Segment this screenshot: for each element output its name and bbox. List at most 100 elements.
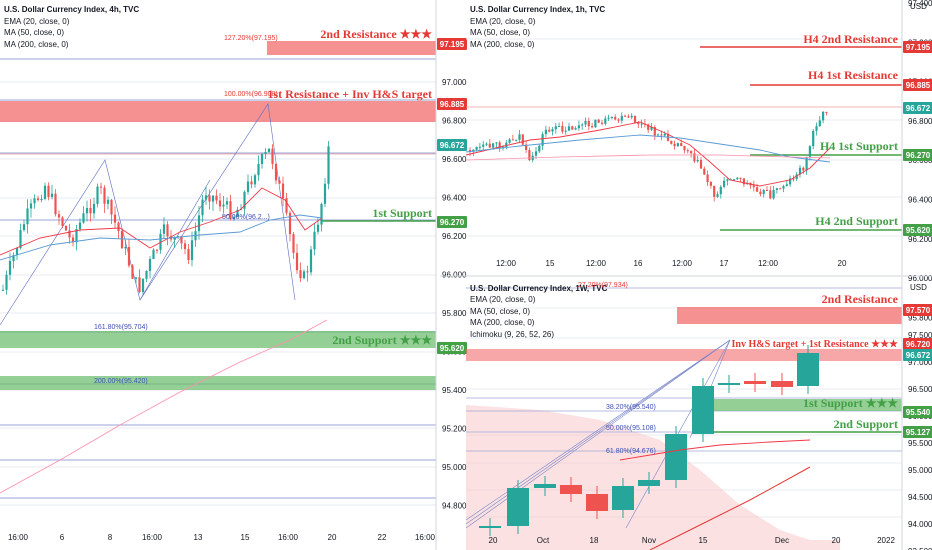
ind-1h-0: EMA (20, close, 0) <box>470 17 536 26</box>
y-tick-label: 94.000 <box>908 520 932 529</box>
candle-body <box>475 146 478 150</box>
x-tick-label: 17 <box>720 259 729 268</box>
candle-body <box>288 212 292 235</box>
candle-body <box>40 198 43 200</box>
candle-body <box>106 199 110 204</box>
candle-body <box>75 229 78 243</box>
candle-body <box>600 122 604 124</box>
candle-body <box>479 526 501 528</box>
y-tick-label: 96.000 <box>442 271 467 280</box>
ind-4h-2: MA (200, close, 0) <box>4 40 69 49</box>
candle-body <box>488 143 491 148</box>
candle-body <box>726 179 729 181</box>
grid-1h <box>466 38 902 237</box>
candle-body <box>29 203 33 209</box>
candle-body <box>769 190 772 199</box>
candle-body <box>736 177 739 180</box>
candle-body <box>802 167 805 171</box>
candle-body <box>320 203 323 225</box>
ind-1w-3: Ichimoku (9, 26, 52, 26) <box>470 330 554 339</box>
y-tick-label: 94.500 <box>908 493 932 502</box>
candle-body <box>285 198 288 213</box>
candle-body <box>511 139 514 141</box>
y-tick-label: 96.400 <box>908 196 932 205</box>
price-label: 95.127 <box>906 428 931 437</box>
x-tick-label: 22 <box>378 533 387 542</box>
annotation-1h-3: H4 2nd Support <box>815 214 898 228</box>
annotation-1w-2: 1st Support ★★★ <box>803 396 898 410</box>
x-tick-label: 20 <box>832 536 841 545</box>
candle-body <box>89 207 92 214</box>
price-label: 96.672 <box>906 351 931 360</box>
y-tick-label: 96.600 <box>442 155 467 164</box>
x-tick-label: 16:00 <box>278 533 299 542</box>
candle-body <box>264 152 267 155</box>
candle-body <box>756 187 759 192</box>
candle-body <box>117 222 120 232</box>
candle-body <box>709 182 712 186</box>
candle-body <box>327 146 330 184</box>
x-tick-label: 2022 <box>877 536 895 545</box>
price-label-bg <box>437 342 467 354</box>
candle-body <box>716 194 719 197</box>
ema-1w <box>619 439 811 461</box>
candle-body <box>818 120 821 127</box>
candle-body <box>306 271 309 273</box>
fib-label-1w-1: 38.20%(95.540) <box>606 404 656 411</box>
x-tick-label: 15 <box>241 533 250 542</box>
candle-body <box>703 168 706 175</box>
candle-body <box>633 115 637 123</box>
candle-body <box>155 249 159 251</box>
candle-body <box>719 186 722 195</box>
ind-4h-1: MA (50, close, 0) <box>4 28 64 37</box>
annotation-1w-0: 2nd Resistance <box>822 292 899 306</box>
y-tick-label: 97.400 <box>908 0 932 8</box>
candle-body <box>313 231 316 250</box>
candle-body <box>274 163 278 181</box>
price-label-bg <box>903 79 932 91</box>
candle-body <box>825 111 828 113</box>
candle-body <box>166 224 169 237</box>
candle-body <box>498 142 501 149</box>
annotation-1h-0: H4 2nd Resistance <box>803 32 898 46</box>
x-tick-label: 16 <box>634 259 643 268</box>
annotation-4h-2: 1st Support <box>372 206 432 220</box>
candle-body <box>64 225 68 231</box>
fib-label-1w-2: 50.00%(95.108) <box>606 425 656 432</box>
candles-1w <box>479 345 819 536</box>
candle-body <box>134 277 138 279</box>
x-tick-label: 15 <box>699 536 708 545</box>
price-label-bg <box>437 216 467 228</box>
candle-body <box>647 124 650 130</box>
price-labels-1w: 97.570 96.720 96.672 95.540 95.127 <box>903 304 932 438</box>
candle-body <box>159 233 162 250</box>
candle-body <box>33 198 36 204</box>
candles-1h <box>468 111 828 202</box>
y-tick-label: 97.500 <box>908 331 932 340</box>
ind-1w-2: MA (200, close, 0) <box>470 318 535 327</box>
ma200-4h <box>0 319 328 494</box>
price-label: 95.620 <box>906 226 931 235</box>
candle-body <box>57 214 61 218</box>
candle-body <box>515 139 518 141</box>
candle-body <box>812 130 815 147</box>
y-tick-label: 96.800 <box>442 117 467 126</box>
currency-1h: USD <box>910 2 927 11</box>
y-tick-label: 95.800 <box>908 313 932 322</box>
candle-body <box>309 249 313 273</box>
candle-body <box>257 164 260 176</box>
candle-body <box>1 289 5 291</box>
y-tick-label: 97.000 <box>908 358 932 367</box>
candle-body <box>548 129 551 132</box>
candle-body <box>260 154 264 165</box>
candle-body <box>478 146 481 148</box>
candle-body <box>815 126 818 131</box>
candle-body <box>696 159 699 162</box>
candle-body <box>110 199 113 215</box>
price-label-bg <box>903 349 932 361</box>
candle-body <box>663 133 666 136</box>
candle-body <box>124 246 127 249</box>
candle-body <box>85 207 89 214</box>
y-tick-label: 95.000 <box>908 466 932 475</box>
fib-label-4h-1: 100.00%(96.908) <box>224 91 278 98</box>
